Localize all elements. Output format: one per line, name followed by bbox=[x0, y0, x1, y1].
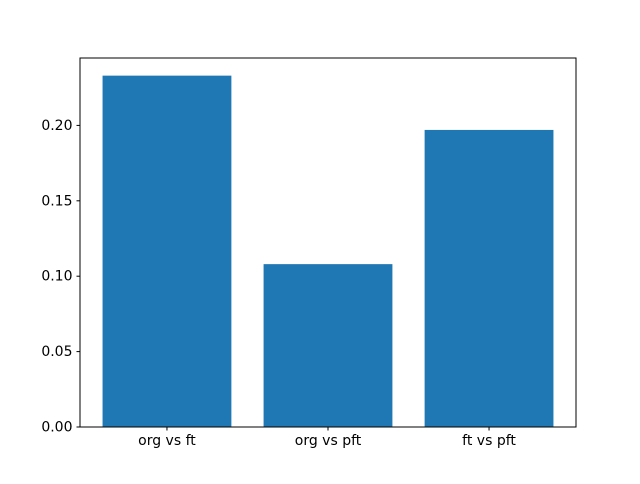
y-tick-label: 0.15 bbox=[41, 193, 72, 209]
bar-org-vs-ft bbox=[102, 75, 232, 427]
y-tick-label: 0.05 bbox=[41, 344, 72, 360]
y-tick-label: 0.00 bbox=[41, 419, 72, 435]
bar-org-vs-pft bbox=[263, 264, 393, 427]
bar-ft-vs-pft bbox=[424, 129, 554, 427]
x-tick-label-org-vs-ft: org vs ft bbox=[138, 433, 196, 449]
x-tick-label-ft-vs-pft: ft vs pft bbox=[462, 433, 516, 449]
x-tick-label-org-vs-pft: org vs pft bbox=[295, 433, 362, 449]
y-tick-label: 0.20 bbox=[41, 118, 72, 134]
y-tick-label: 0.10 bbox=[41, 269, 72, 285]
